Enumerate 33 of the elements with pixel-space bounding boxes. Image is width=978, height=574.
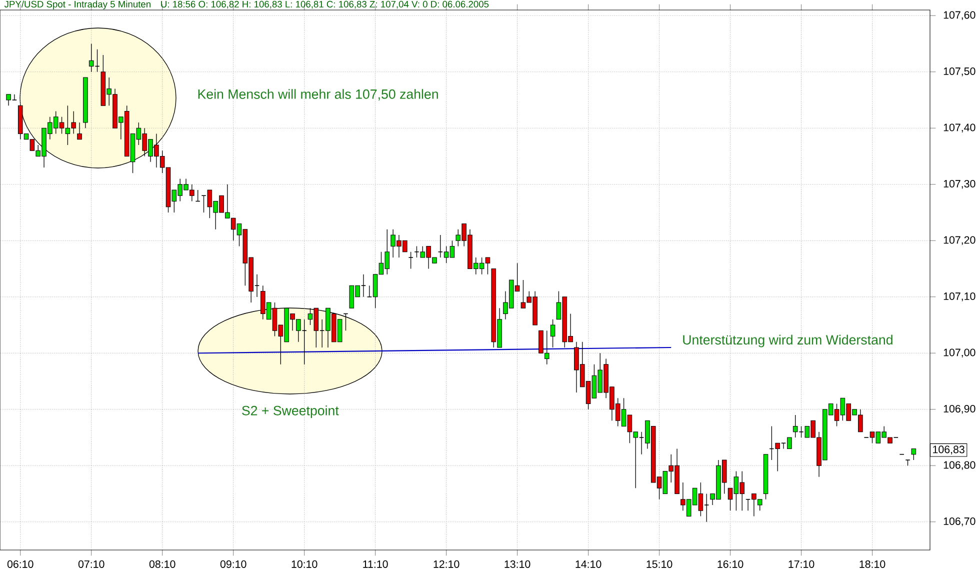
y-tick-label: 107,00 [944,348,976,358]
y-tick-label: 107,10 [944,292,976,302]
chart-title: JPY/USD Spot - Intraday 5 Minuten [4,0,150,10]
x-tick-label: 06:10 [7,560,34,568]
y-tick-label: 106,70 [944,517,976,526]
candlestick [408,252,414,270]
x-tick-label: 17:10 [788,560,814,568]
y-tick-label: 107,20 [944,236,976,246]
y-tick-label: 107,60 [944,11,976,20]
x-tick-label: 11:10 [363,560,388,568]
x-tick-label: 18:10 [860,560,886,568]
y-tick-label: 106,90 [944,404,976,414]
text: 106,83 [933,446,964,454]
candlestick [77,122,82,140]
x-tick-label: 16:10 [718,560,744,568]
chart-subtitle: U: 18:56 O: 106,82 H: 106,83 L: 106,81 C: 106,83 Z: 107,04 V: 0 D: 06.06.2005 [161,0,489,9]
x-tick-label: 15:10 [646,560,672,568]
y-tick-label: 107,40 [944,124,976,133]
annotation: Kein Mensch will mehr als 107,50 zahlen [198,89,438,100]
x-tick-label: 10:10 [292,560,318,568]
y-tick-label: 106,80 [944,461,976,470]
annotation: Unterstützung wird zum Widerstand [683,334,892,348]
x-tick-label: 13:10 [504,560,530,568]
x-tick-label: 12:10 [434,560,460,568]
x-tick-label: 14:10 [576,560,602,568]
candlestick [550,319,556,348]
y-tick-label: 107,50 [944,67,976,76]
y-tick-label: 107,30 [944,180,976,189]
candlestick [911,448,916,460]
x-tick-label: 07:10 [78,560,104,568]
x-tick-label: 09:10 [220,560,246,568]
annotation: S2 + Sweetpoint [242,406,339,418]
x-tick-label: 08:10 [149,560,176,568]
